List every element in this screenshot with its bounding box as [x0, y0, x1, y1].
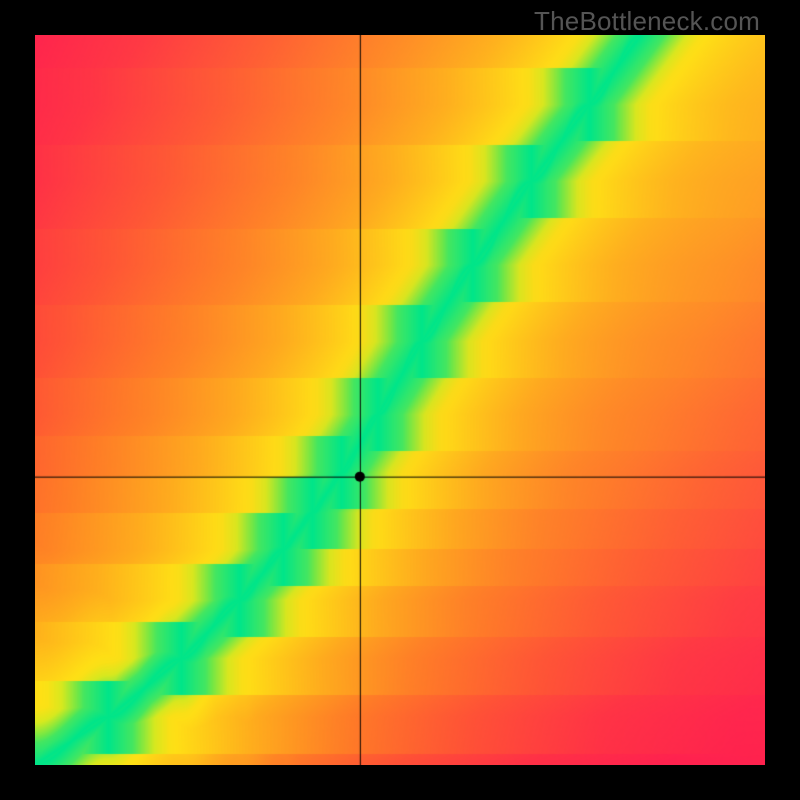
bottleneck-heatmap: [35, 35, 765, 765]
chart-container: TheBottleneck.com: [0, 0, 800, 800]
watermark-text: TheBottleneck.com: [534, 6, 760, 37]
